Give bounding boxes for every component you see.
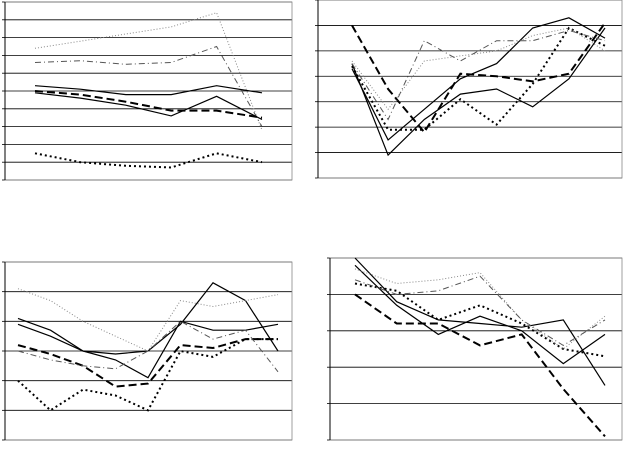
series-line <box>354 275 606 346</box>
series-line <box>17 320 279 379</box>
series-line <box>351 17 606 141</box>
series-line <box>351 29 606 121</box>
series-line <box>17 288 279 352</box>
series-line <box>351 26 606 131</box>
series-line <box>17 338 278 388</box>
series-line <box>354 293 606 438</box>
series-line <box>354 282 606 358</box>
series-line <box>351 22 606 134</box>
series-line <box>34 45 263 127</box>
series-line <box>34 92 263 121</box>
series-line <box>17 320 279 373</box>
series-line <box>351 27 606 157</box>
series-line <box>354 257 606 386</box>
series-line <box>34 85 263 96</box>
series-line <box>354 268 606 350</box>
series-line <box>34 12 263 131</box>
plot-frame <box>317 0 623 179</box>
series-line <box>17 338 278 412</box>
series-line <box>354 264 606 365</box>
plot-frame <box>329 257 623 441</box>
series-line <box>34 90 263 119</box>
series-line <box>351 27 606 111</box>
series-line <box>34 152 263 169</box>
